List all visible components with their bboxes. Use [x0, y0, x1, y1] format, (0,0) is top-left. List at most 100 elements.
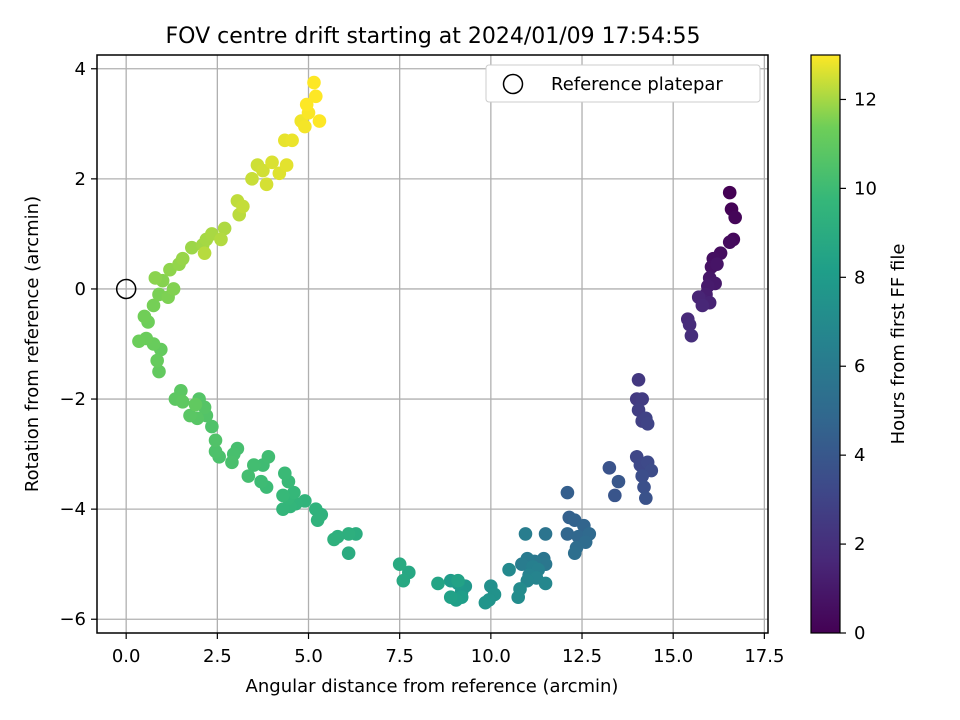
chart-title: FOV centre drift starting at 2024/01/09 … [166, 24, 701, 49]
data-point [560, 527, 575, 541]
data-point [695, 298, 710, 313]
data-point [639, 491, 653, 505]
data-point [287, 485, 301, 500]
data-point [602, 461, 617, 475]
data-point [443, 590, 458, 605]
grid [97, 55, 768, 633]
x-tick-label: 7.5 [385, 646, 414, 667]
data-point [208, 433, 223, 448]
data-point [611, 474, 626, 489]
data-point [137, 309, 152, 324]
y-tick-label: 4 [75, 59, 86, 80]
data-point [396, 573, 411, 588]
data-point [276, 502, 290, 516]
data-point [478, 595, 493, 610]
data-point [640, 417, 655, 431]
data-point [728, 210, 742, 225]
data-point [682, 317, 697, 332]
data-point [214, 232, 228, 247]
data-point [254, 474, 268, 489]
data-point [684, 328, 699, 343]
data-point [299, 97, 314, 112]
data-point [631, 372, 646, 387]
data-point [310, 513, 325, 527]
data-point [341, 546, 356, 560]
colorbar-tick-label: 10 [854, 178, 877, 199]
data-point [637, 480, 651, 494]
data-point [175, 251, 190, 266]
x-tick-label: 0.0 [112, 646, 141, 667]
y-axis: −6 −4 −2 0 2 4 [59, 59, 97, 630]
data-point [309, 89, 323, 104]
x-tick-label: 17.5 [744, 646, 784, 667]
data-point [278, 466, 292, 481]
reference-platepar-marker [115, 278, 137, 300]
colorbar-tick-label: 8 [854, 267, 865, 288]
data-point [635, 392, 649, 406]
data-point [392, 557, 407, 571]
data-point [451, 573, 465, 588]
y-tick-label: −4 [59, 499, 86, 520]
colorbar-tick-label: 12 [854, 89, 877, 110]
data-point [205, 419, 219, 434]
colorbar-label: Hours from first FF file [888, 244, 909, 445]
data-point [309, 502, 323, 516]
data-point [538, 576, 553, 591]
data-point [265, 155, 279, 170]
data-point [132, 334, 146, 349]
x-tick-label: 2.5 [203, 646, 232, 667]
colorbar-tick-label: 2 [854, 534, 865, 555]
data-point [279, 158, 294, 172]
data-point [431, 576, 445, 591]
data-point [327, 532, 341, 547]
x-axis-label: Angular distance from reference (arcmin) [246, 676, 619, 697]
data-point [208, 444, 223, 459]
colorbar [810, 54, 841, 634]
y-tick-label: −6 [59, 609, 86, 630]
data-point [175, 395, 190, 409]
data-point [710, 257, 724, 271]
x-tick-label: 15.0 [653, 646, 693, 667]
data-point [225, 455, 239, 470]
data-point [722, 185, 737, 200]
plot-frame [96, 54, 769, 634]
data-point [148, 271, 163, 285]
data-point [150, 353, 164, 368]
x-axis: 0.0 2.5 5.0 7.5 10.0 12.5 15.0 17.5 [112, 633, 784, 667]
data-point [608, 488, 622, 503]
colorbar-tick-label: 0 [854, 623, 865, 644]
data-point [259, 177, 274, 192]
data-point [285, 133, 299, 148]
data-point [245, 172, 259, 186]
data-point [241, 469, 256, 483]
y-axis-label: Rotation from reference (arcmin) [22, 196, 43, 492]
data-point [256, 163, 270, 178]
data-point [538, 527, 553, 541]
x-tick-label: 5.0 [294, 646, 323, 667]
data-point [298, 119, 312, 134]
data-point [307, 75, 321, 90]
colorbar-tick-label: 4 [854, 445, 865, 466]
y-tick-label: −2 [59, 389, 86, 410]
data-point [247, 458, 261, 472]
data-point [341, 527, 356, 541]
data-point [635, 469, 649, 483]
y-tick-label: 2 [75, 169, 86, 190]
colorbar-axis: 0 2 4 6 8 10 12 [840, 89, 877, 644]
data-point [166, 282, 181, 296]
data-point [183, 408, 197, 423]
data-point [276, 488, 290, 503]
data-point [261, 450, 276, 464]
legend: Reference platepar [485, 64, 761, 103]
data-point [560, 485, 575, 500]
legend-label: Reference platepar [551, 74, 723, 95]
data-point [515, 557, 529, 571]
legend-marker-icon [502, 73, 524, 95]
data-point [722, 235, 737, 249]
x-tick-label: 12.5 [562, 646, 602, 667]
data-point [152, 364, 166, 379]
data-point [236, 199, 250, 214]
x-tick-label: 10.0 [471, 646, 511, 667]
data-point [197, 246, 212, 260]
colorbar-tick-label: 6 [854, 356, 865, 377]
